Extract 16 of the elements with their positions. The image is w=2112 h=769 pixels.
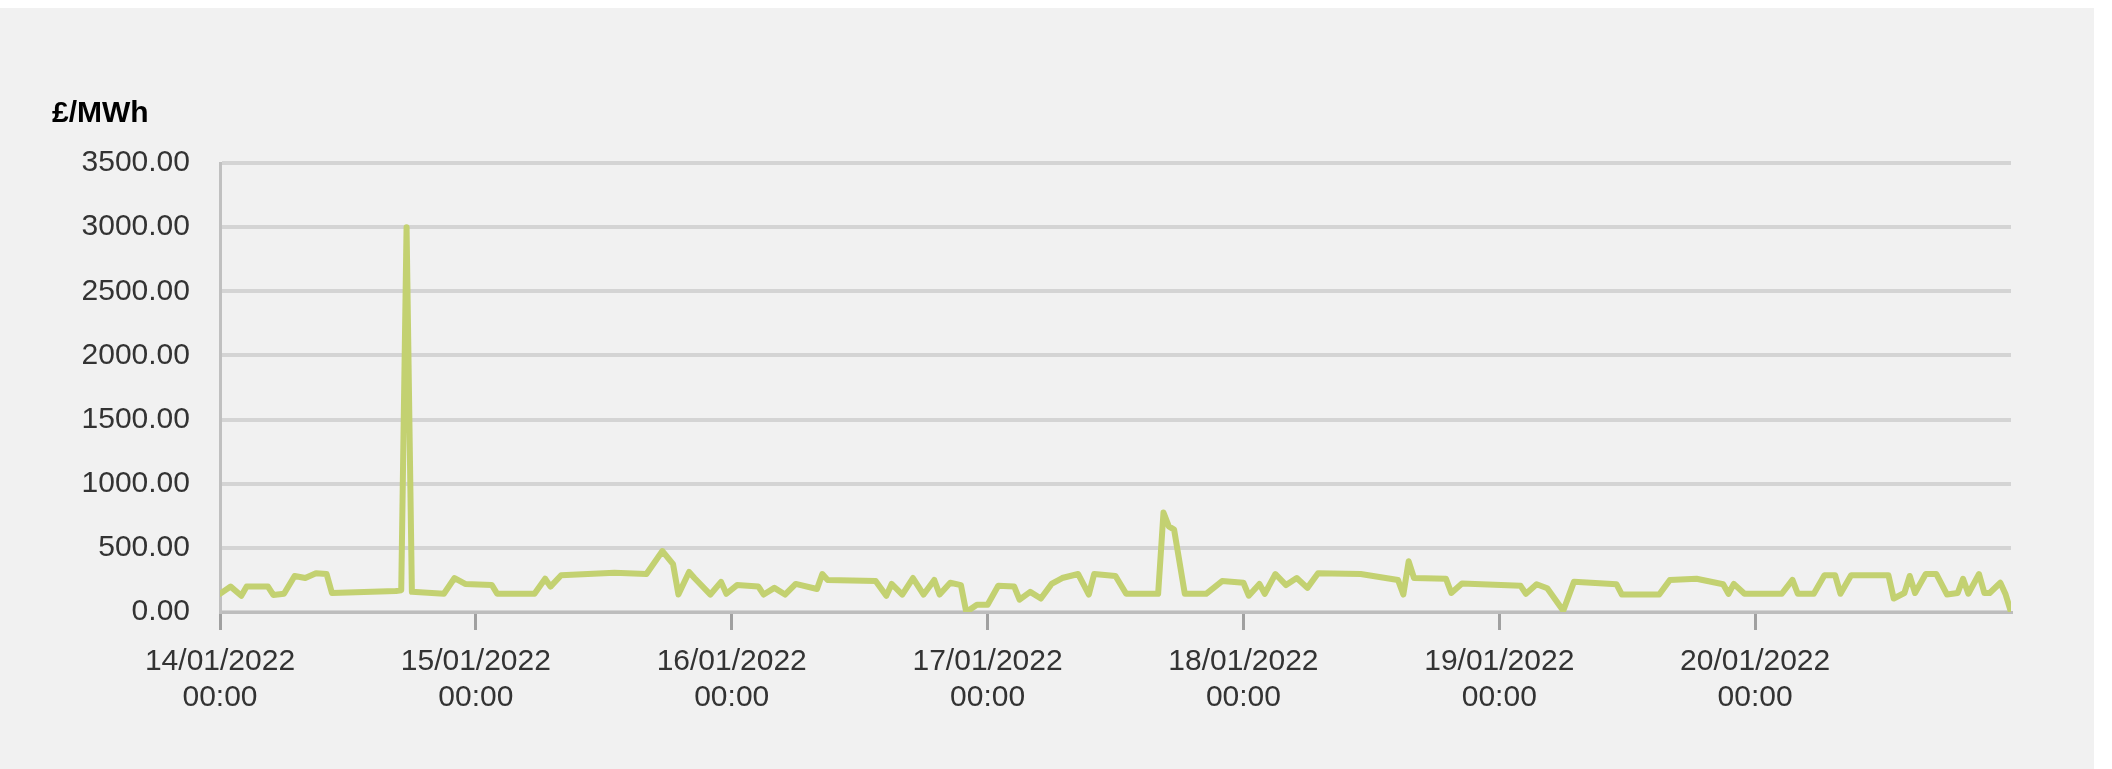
- x-tick-label: 16/01/2022 00:00: [656, 643, 807, 713]
- y-axis-title: £/MWh: [52, 95, 149, 128]
- x-tick-label: 14/01/2022 00:00: [144, 643, 296, 713]
- y-tick-label: 1000.00: [81, 464, 190, 498]
- y-tick-label: 1500.00: [81, 400, 190, 434]
- x-tick-label: 15/01/2022 00:00: [400, 643, 551, 713]
- y-tick-label: 2500.00: [81, 272, 190, 306]
- y-tick-label: 2000.00: [81, 336, 190, 370]
- x-tick-label: 19/01/2022 00:00: [1424, 643, 1575, 713]
- x-tick-label: 17/01/2022 00:00: [912, 643, 1063, 713]
- x-tick-label: 18/01/2022 00:00: [1168, 643, 1319, 713]
- y-tick-label: 3500.00: [81, 144, 190, 178]
- y-tick-label: 3000.00: [81, 208, 190, 242]
- x-tick-label: 20/01/2022 00:00: [1680, 643, 1831, 713]
- y-tick-label: 500.00: [98, 529, 190, 563]
- y-tick-label: 0.00: [131, 593, 190, 627]
